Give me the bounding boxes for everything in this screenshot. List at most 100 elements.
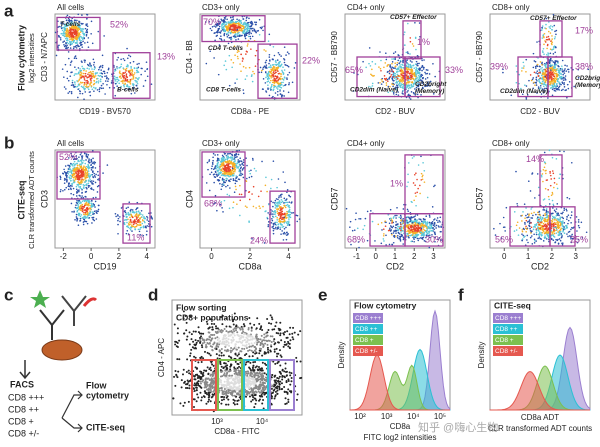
cell-dot xyxy=(554,36,556,38)
cell-dot xyxy=(83,206,85,208)
cell-dot xyxy=(89,94,92,97)
cell-dot xyxy=(288,201,291,203)
cell-dot xyxy=(251,193,253,195)
cell-dot xyxy=(85,70,87,72)
gate xyxy=(112,52,151,99)
cell-dot xyxy=(279,228,282,230)
cell-dot xyxy=(275,215,277,218)
cell-dot xyxy=(562,70,564,73)
cell-dot xyxy=(410,216,413,218)
cell-dot xyxy=(289,195,292,198)
cell-dot xyxy=(272,69,275,72)
cell-dot xyxy=(247,43,249,45)
gate-label: CD2dim (Naive) xyxy=(500,88,548,95)
cell-dot xyxy=(95,72,98,74)
cell-dot xyxy=(418,22,421,24)
cell-dot xyxy=(132,223,135,226)
cell-dot xyxy=(253,28,256,31)
cell-dot xyxy=(285,234,288,236)
cell-dot xyxy=(230,16,232,19)
cell-dot xyxy=(557,86,560,89)
cell-dot xyxy=(120,85,122,88)
cell-dot xyxy=(66,70,69,73)
cell-dot xyxy=(133,67,136,70)
cell-dot xyxy=(216,209,218,212)
cell-dot xyxy=(133,219,136,221)
cell-dot xyxy=(544,68,546,71)
cell-dot xyxy=(129,70,132,72)
cell-dot xyxy=(83,218,85,220)
cell-dot xyxy=(282,220,285,223)
cell-dot xyxy=(413,238,415,240)
cell-dot xyxy=(138,214,141,216)
cell-dot xyxy=(384,62,387,64)
cell-dot xyxy=(64,63,67,66)
cell-dot xyxy=(275,77,278,80)
cell-dot xyxy=(236,28,239,31)
cell-dot xyxy=(246,26,249,28)
cell-dot xyxy=(80,22,83,25)
cell-dot xyxy=(70,192,72,195)
cell-dot xyxy=(77,224,80,226)
gate-percent: 52% xyxy=(110,20,128,30)
cell-dot xyxy=(254,23,257,26)
cell-dot xyxy=(90,158,93,161)
cell-dot xyxy=(240,27,243,30)
cell-dot xyxy=(83,211,85,214)
cell-dot xyxy=(130,226,133,229)
cell-dot xyxy=(67,23,69,25)
cell-dot xyxy=(557,62,559,64)
cell-dot xyxy=(548,67,551,70)
cell-dot xyxy=(138,77,140,79)
cell-dot xyxy=(552,77,554,80)
cell-dot xyxy=(78,206,81,208)
cell-dot xyxy=(412,64,414,67)
cell-dot xyxy=(396,67,399,70)
cell-dot xyxy=(84,203,87,206)
cell-dot xyxy=(385,79,387,81)
cell-dot xyxy=(239,167,242,170)
cell-dot xyxy=(271,83,273,86)
cell-dot xyxy=(240,21,243,24)
x-axis-label: CD2 - BUV xyxy=(375,107,415,116)
cell-dot xyxy=(409,53,411,55)
cell-dot xyxy=(279,78,282,81)
cell-dot xyxy=(234,23,237,25)
cell-dot xyxy=(236,31,239,33)
cell-dot xyxy=(547,52,549,54)
cell-dot xyxy=(140,73,142,76)
cell-dot xyxy=(96,89,99,91)
cell-dot xyxy=(245,27,248,30)
cell-dot xyxy=(388,222,391,225)
cell-dot xyxy=(536,63,539,66)
cell-dot xyxy=(243,30,245,33)
cell-dot xyxy=(387,80,389,82)
cell-dot xyxy=(554,77,556,79)
cell-dot xyxy=(223,159,226,162)
cell-dot xyxy=(79,170,81,173)
cell-dot xyxy=(234,33,237,36)
cell-dot xyxy=(66,21,69,24)
cell-dot xyxy=(129,227,131,230)
cell-dot xyxy=(223,33,226,36)
cell-dot xyxy=(219,168,221,171)
cell-dot xyxy=(222,183,225,186)
cell-dot xyxy=(235,164,238,166)
cell-dot xyxy=(89,200,91,202)
cell-dot xyxy=(240,53,242,56)
cell-dot xyxy=(81,191,83,194)
cell-dot xyxy=(417,187,419,190)
cell-dot xyxy=(372,75,374,77)
cell-dot xyxy=(245,53,247,55)
cell-dot xyxy=(67,46,69,49)
cell-dot xyxy=(232,18,235,20)
cell-dot xyxy=(407,81,410,84)
cell-dot xyxy=(69,28,72,31)
cell-dot xyxy=(253,72,256,75)
cell-dot xyxy=(242,164,245,166)
cell-dot xyxy=(225,25,227,27)
cell-dot xyxy=(241,24,243,27)
cell-dot xyxy=(91,216,94,219)
cell-dot xyxy=(290,202,293,204)
cell-dot xyxy=(416,214,419,216)
